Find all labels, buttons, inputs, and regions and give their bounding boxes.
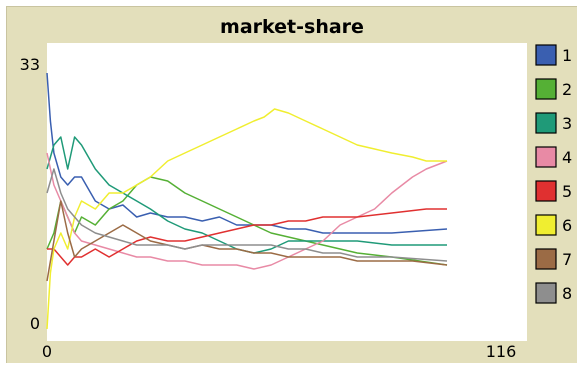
- legend-swatch-5: [535, 180, 557, 202]
- y-tick-max: 33: [20, 55, 40, 74]
- series-layer: [46, 72, 448, 330]
- series-line-4: [46, 152, 448, 270]
- series-line-8: [46, 168, 448, 262]
- plot-widget: market-share 33 0 0 116 1 2 3 4 5 6 7 8: [6, 6, 577, 363]
- chart-title: market-share: [220, 16, 364, 38]
- plot-area: [47, 43, 527, 341]
- series-line-3: [46, 136, 447, 254]
- market-share-chart: market-share 33 0 0 116 1 2 3 4 5 6 7 8: [20, 16, 573, 361]
- legend-swatch-1: [535, 44, 557, 66]
- legend-label-6: 6: [562, 216, 572, 235]
- series-line-1: [46, 72, 448, 234]
- legend-label-2: 2: [562, 80, 572, 99]
- x-tick-max: 116: [486, 342, 517, 361]
- legend: 1 2 3 4 5 6 7 8: [535, 44, 572, 304]
- legend-swatch-8: [535, 282, 557, 304]
- legend-swatch-6: [535, 214, 557, 236]
- legend-swatch-3: [535, 112, 557, 134]
- legend-label-7: 7: [562, 250, 572, 269]
- legend-swatch-2: [535, 78, 557, 100]
- legend-label-3: 3: [562, 114, 572, 133]
- x-tick-min: 0: [42, 342, 52, 361]
- legend-label-5: 5: [562, 182, 572, 201]
- legend-label-4: 4: [562, 148, 572, 167]
- series-line-6: [46, 108, 447, 330]
- legend-label-8: 8: [562, 284, 572, 303]
- legend-swatch-4: [535, 146, 557, 168]
- legend-label-1: 1: [562, 46, 572, 65]
- legend-swatch-7: [535, 248, 557, 270]
- y-tick-min: 0: [30, 314, 40, 333]
